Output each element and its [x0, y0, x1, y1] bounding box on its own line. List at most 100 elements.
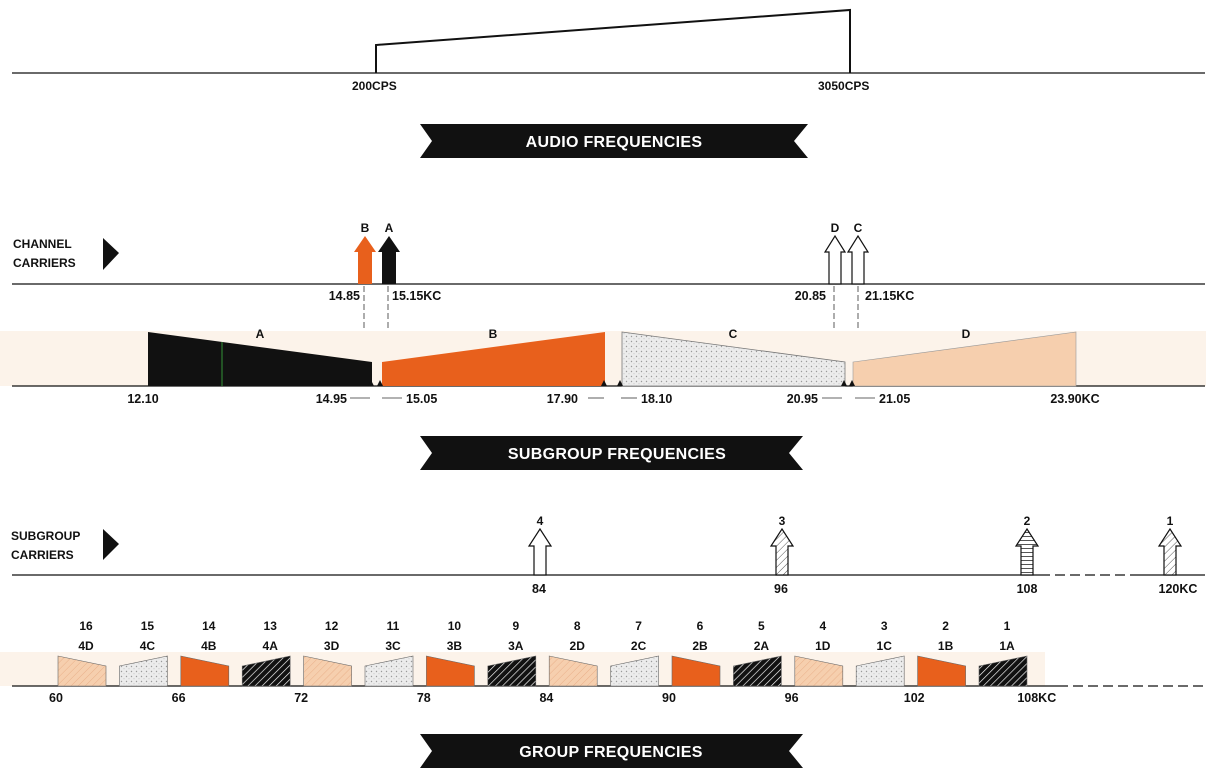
edge-mark — [617, 380, 623, 386]
group-block-number: 4 — [819, 619, 826, 633]
group-freq-label: 72 — [294, 691, 308, 705]
group-freq-label: 78 — [417, 691, 431, 705]
channel-side-label-line2: CARRIERS — [13, 256, 76, 270]
audio-banner: AUDIO FREQUENCIES — [420, 124, 808, 158]
group-block-11 — [364, 655, 414, 687]
group-section: 164D154C144B134A123D113C103B93A82D72C62B… — [0, 619, 1205, 768]
group-block-number: 15 — [141, 619, 155, 633]
subgroup-carrier-3-freq: 96 — [774, 582, 788, 596]
subgroup-carrier-1-number: 1 — [1167, 514, 1174, 528]
subgroup-freq-21-05: 21.05 — [879, 392, 910, 406]
group-block-5 — [733, 655, 782, 687]
group-block-number: 5 — [758, 619, 765, 633]
audio-low-label: 200CPS — [352, 79, 397, 93]
subgroup-freq-23-90: 23.90KC — [1050, 392, 1099, 406]
group-block-10 — [426, 655, 475, 687]
group-banner-text: GROUP FREQUENCIES — [519, 744, 703, 761]
arrow-c-letter: C — [854, 221, 863, 235]
group-block-14 — [180, 655, 230, 687]
group-block-4 — [794, 655, 844, 687]
group-freq-label: 66 — [172, 691, 186, 705]
group-block-code: 3D — [324, 639, 340, 653]
group-freq-label: 108KC — [1017, 691, 1056, 705]
group-block-number: 7 — [635, 619, 642, 633]
group-block-1 — [978, 655, 1028, 687]
carrier-freq-14-85: 14.85 — [329, 289, 360, 303]
carrier-freq-15-15: 15.15KC — [392, 289, 441, 303]
channel-b-label: B — [489, 327, 498, 341]
group-block-6 — [671, 655, 721, 687]
subgroup-freq-12-10: 12.10 — [127, 392, 158, 406]
subgroup-freq-17-90: 17.90 — [547, 392, 578, 406]
group-block-12 — [303, 655, 352, 687]
group-block-code: 1C — [877, 639, 893, 653]
group-block-number: 13 — [264, 619, 278, 633]
group-block-number: 14 — [202, 619, 216, 633]
subgroup-section: A B C D 12.10 14.95 15.05 17.90 18.10 20… — [0, 327, 1206, 470]
arrow-b-icon — [354, 236, 376, 284]
subgroup-carriers-side-label-line2: CARRIERS — [11, 548, 74, 562]
subgroup-carrier-4-icon — [527, 527, 553, 576]
group-frequency-labels: 60 66 72 78 84 90 96 102 108KC — [49, 691, 1056, 705]
channel-side-label-line1: CHANNEL — [13, 237, 72, 251]
channel-b-band — [382, 332, 605, 386]
group-block-number: 2 — [942, 619, 949, 633]
group-block-code: 2C — [631, 639, 647, 653]
channel-carriers-section: CHANNEL CARRIERS B A D C 14.85 15.15KC 2… — [12, 221, 1205, 378]
subgroup-banner: SUBGROUP FREQUENCIES — [420, 436, 803, 470]
group-freq-label: 102 — [904, 691, 925, 705]
group-block-number: 6 — [697, 619, 704, 633]
group-block-code: 3B — [447, 639, 463, 653]
group-block-code: 2D — [570, 639, 586, 653]
group-block-code: 3A — [508, 639, 524, 653]
subgroup-carrier-2-number: 2 — [1024, 514, 1031, 528]
group-block-code: 1A — [999, 639, 1015, 653]
subgroup-freq-18-10: 18.10 — [641, 392, 672, 406]
channel-d-label: D — [962, 327, 971, 341]
group-block-number: 8 — [574, 619, 581, 633]
subgroup-carrier-3-number: 3 — [779, 514, 786, 528]
channel-a-band — [148, 332, 372, 386]
audio-high-label: 3050CPS — [818, 79, 869, 93]
group-block-2 — [917, 655, 966, 687]
group-block-code: 2B — [692, 639, 708, 653]
subgroup-carriers-section: SUBGROUP CARRIERS 4 84 3 96 2 108 1 120K… — [11, 514, 1205, 596]
subgroup-carrier-4-number: 4 — [537, 514, 544, 528]
group-block-code: 1B — [938, 639, 954, 653]
group-block-code: 4C — [140, 639, 156, 653]
arrow-c-icon — [846, 234, 870, 285]
group-banner: GROUP FREQUENCIES — [420, 734, 803, 768]
subgroup-freq-15-05: 15.05 — [406, 392, 437, 406]
subgroup-carrier-3-icon — [769, 527, 795, 576]
group-block-code: 2A — [754, 639, 770, 653]
subgroup-carriers-side-label-line1: SUBGROUP — [11, 529, 80, 543]
subgroup-carrier-2-icon — [1014, 527, 1040, 576]
channel-a-label: A — [256, 327, 265, 341]
subgroup-pointer-icon — [103, 529, 119, 560]
audio-banner-text: AUDIO FREQUENCIES — [526, 134, 703, 151]
subgroup-carrier-2-freq: 108 — [1017, 582, 1038, 596]
group-block-3 — [855, 655, 905, 687]
audio-section: 200CPS 3050CPS AUDIO FREQUENCIES — [12, 8, 1205, 158]
group-block-7 — [610, 655, 659, 687]
audio-band-shape — [375, 8, 851, 73]
arrow-a-letter: A — [385, 221, 394, 235]
group-block-number: 12 — [325, 619, 339, 633]
arrow-a-icon — [378, 236, 400, 284]
subgroup-carrier-1-freq: 120KC — [1159, 582, 1198, 596]
subgroup-carrier-1-icon — [1157, 527, 1183, 576]
carrier-freq-20-85: 20.85 — [795, 289, 826, 303]
edge-mark — [368, 380, 374, 386]
group-block-code: 4D — [78, 639, 94, 653]
group-block-code: 1D — [815, 639, 831, 653]
group-block-code: 3C — [385, 639, 401, 653]
group-block-15 — [119, 655, 168, 687]
group-block-code: 4B — [201, 639, 217, 653]
subgroup-banner-text: SUBGROUP FREQUENCIES — [508, 446, 726, 463]
group-block-number: 11 — [387, 619, 400, 633]
group-freq-label: 84 — [539, 691, 553, 705]
group-freq-label: 96 — [785, 691, 799, 705]
carrier-freq-21-15: 21.15KC — [865, 289, 914, 303]
arrow-b-letter: B — [361, 221, 370, 235]
edge-mark — [377, 380, 383, 386]
